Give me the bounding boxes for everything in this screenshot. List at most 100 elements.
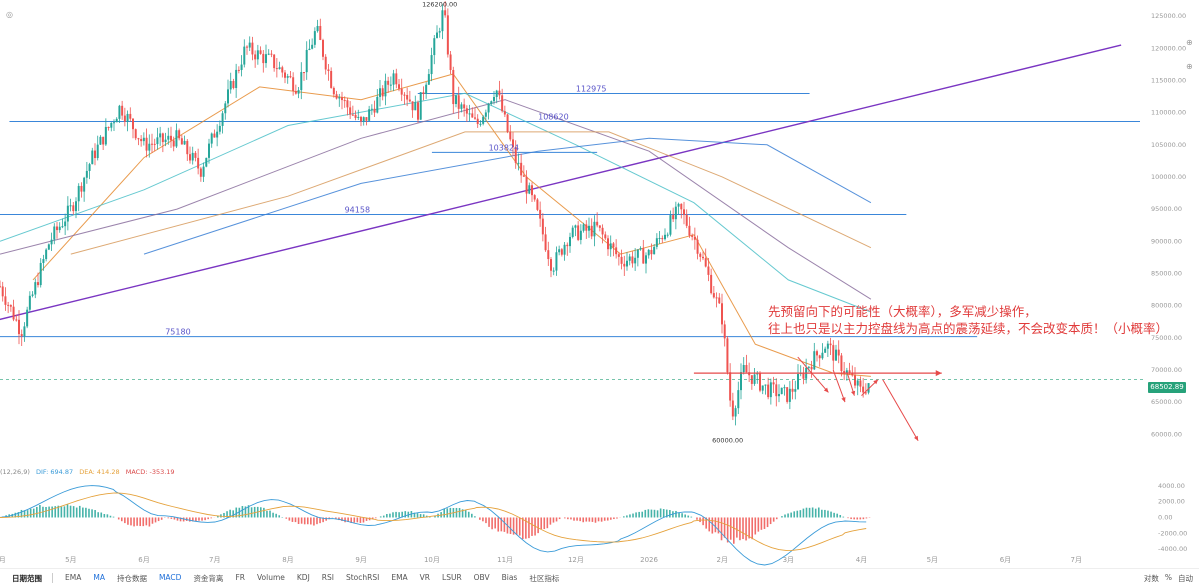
candle-body — [42, 259, 44, 263]
candle-body — [718, 298, 720, 304]
indicator-tab-9[interactable]: StochRSI — [346, 573, 379, 584]
macd-histogram-bar — [790, 513, 792, 518]
candle-body — [243, 47, 245, 65]
macd-histogram-bar — [260, 507, 262, 517]
candle-body — [783, 387, 785, 388]
candle-body — [251, 43, 253, 55]
candle-body — [91, 151, 93, 165]
macd-histogram-bar — [139, 517, 141, 526]
macd-histogram-bar — [395, 512, 397, 518]
macd-histogram-bar — [450, 508, 452, 518]
candle-body — [683, 209, 685, 214]
indicator-tab-15[interactable]: 社区指标 — [529, 573, 559, 584]
scale-option-1[interactable]: % — [1165, 573, 1172, 584]
macd-y-tick-label: -4000.00 — [1158, 545, 1187, 553]
indicator-tab-2[interactable]: 持仓数据 — [117, 573, 147, 584]
indicator-tab-0[interactable]: EMA — [65, 573, 81, 584]
macd-histogram-bar — [275, 514, 277, 518]
candle-body — [729, 372, 731, 400]
candle-body — [113, 122, 115, 123]
macd-histogram-bar — [107, 514, 109, 517]
date-range-button[interactable]: 日期范围 — [12, 573, 42, 584]
candle-body — [13, 307, 15, 320]
candle-body — [675, 207, 677, 220]
eye-icon[interactable]: ◎ — [6, 10, 13, 19]
candle-body — [287, 76, 289, 78]
candle-body — [504, 111, 506, 114]
candle-body — [745, 365, 747, 372]
candle-body — [254, 54, 256, 59]
candle-body — [539, 210, 541, 219]
macd-histogram-bar — [654, 510, 656, 518]
candle-body — [224, 103, 226, 113]
candle-body — [108, 127, 110, 128]
macd-histogram-bar — [79, 506, 81, 518]
candle-body — [4, 296, 6, 305]
candle-body — [778, 394, 780, 396]
macd-histogram-bar — [127, 517, 129, 524]
macd-histogram-bar — [36, 507, 38, 518]
indicator-tab-3[interactable]: MACD — [159, 573, 181, 584]
candle-body — [547, 250, 549, 259]
candle-body — [211, 134, 213, 144]
indicator-tab-1[interactable]: MA — [93, 573, 105, 584]
indicator-tab-5[interactable]: FR — [235, 573, 245, 584]
macd-histogram-bar — [158, 517, 160, 521]
candle-body — [53, 226, 55, 239]
candle-body — [116, 119, 118, 122]
candle-body — [48, 244, 50, 249]
candle-body — [593, 222, 595, 237]
indicator-tab-8[interactable]: RSI — [322, 573, 334, 584]
macd-histogram-bar — [776, 517, 778, 519]
macd-y-tick-label: 2000.00 — [1158, 498, 1185, 506]
macd-histogram-bar — [174, 517, 176, 519]
candle-body — [455, 95, 457, 104]
indicator-tab-11[interactable]: VR — [420, 573, 430, 584]
macd-histogram-bar — [298, 517, 300, 524]
x-tick-label: 9月 — [355, 556, 366, 564]
candle-body — [205, 158, 207, 167]
candle-body — [349, 107, 351, 114]
price-chart[interactable]: 125000.00120000.00115000.00110000.001050… — [0, 0, 1199, 568]
candle-body — [61, 226, 63, 227]
macd-histogram-bar — [207, 517, 209, 519]
settings-icon[interactable]: ⊕ — [1186, 62, 1193, 71]
candle-body — [181, 138, 183, 144]
candle-body — [249, 43, 251, 48]
candle-body — [444, 10, 446, 15]
lock-icon[interactable]: ⊕ — [1186, 38, 1193, 47]
macd-histogram-bar — [787, 513, 789, 517]
candle-body — [431, 55, 433, 74]
macd-histogram-bar — [389, 514, 391, 518]
x-tick-label: 5月 — [65, 556, 76, 564]
indicator-tab-6[interactable]: Volume — [257, 573, 285, 584]
indicator-tab-13[interactable]: OBV — [474, 573, 490, 584]
macd-histogram-bar — [830, 512, 832, 518]
indicator-tab-4[interactable]: 资金背离 — [193, 573, 223, 584]
macd-histogram-bar — [613, 517, 615, 519]
macd-y-tick-label: 0.00 — [1158, 513, 1172, 521]
indicator-tab-14[interactable]: Bias — [502, 573, 518, 584]
candle-body — [99, 137, 101, 145]
macd-histogram-bar — [319, 517, 321, 523]
y-tick-label: 85000.00 — [1151, 269, 1182, 277]
macd-histogram-bar — [641, 512, 643, 518]
indicator-tab-10[interactable]: EMA — [391, 573, 407, 584]
candle-body — [629, 256, 631, 260]
scale-option-2[interactable]: 自动 — [1178, 573, 1193, 584]
candle-body — [70, 205, 72, 206]
scale-option-0[interactable]: 对数 — [1144, 573, 1159, 584]
indicator-tab-7[interactable]: KDJ — [297, 573, 310, 584]
candle-body — [648, 250, 650, 255]
level-label: 94158 — [345, 206, 370, 215]
candle-body — [368, 109, 370, 121]
annotation-line-1: 先预留向下的可能性（大概率），多军减少操作， — [768, 303, 1168, 320]
candle-body — [501, 95, 503, 111]
candle-body — [374, 109, 376, 113]
indicator-tab-12[interactable]: LSUR — [442, 573, 462, 584]
macd-histogram-bar — [839, 515, 841, 517]
macd-histogram-bar — [76, 508, 78, 518]
candle-body — [235, 70, 237, 88]
candle-body — [789, 389, 791, 402]
candle-body — [726, 338, 728, 372]
